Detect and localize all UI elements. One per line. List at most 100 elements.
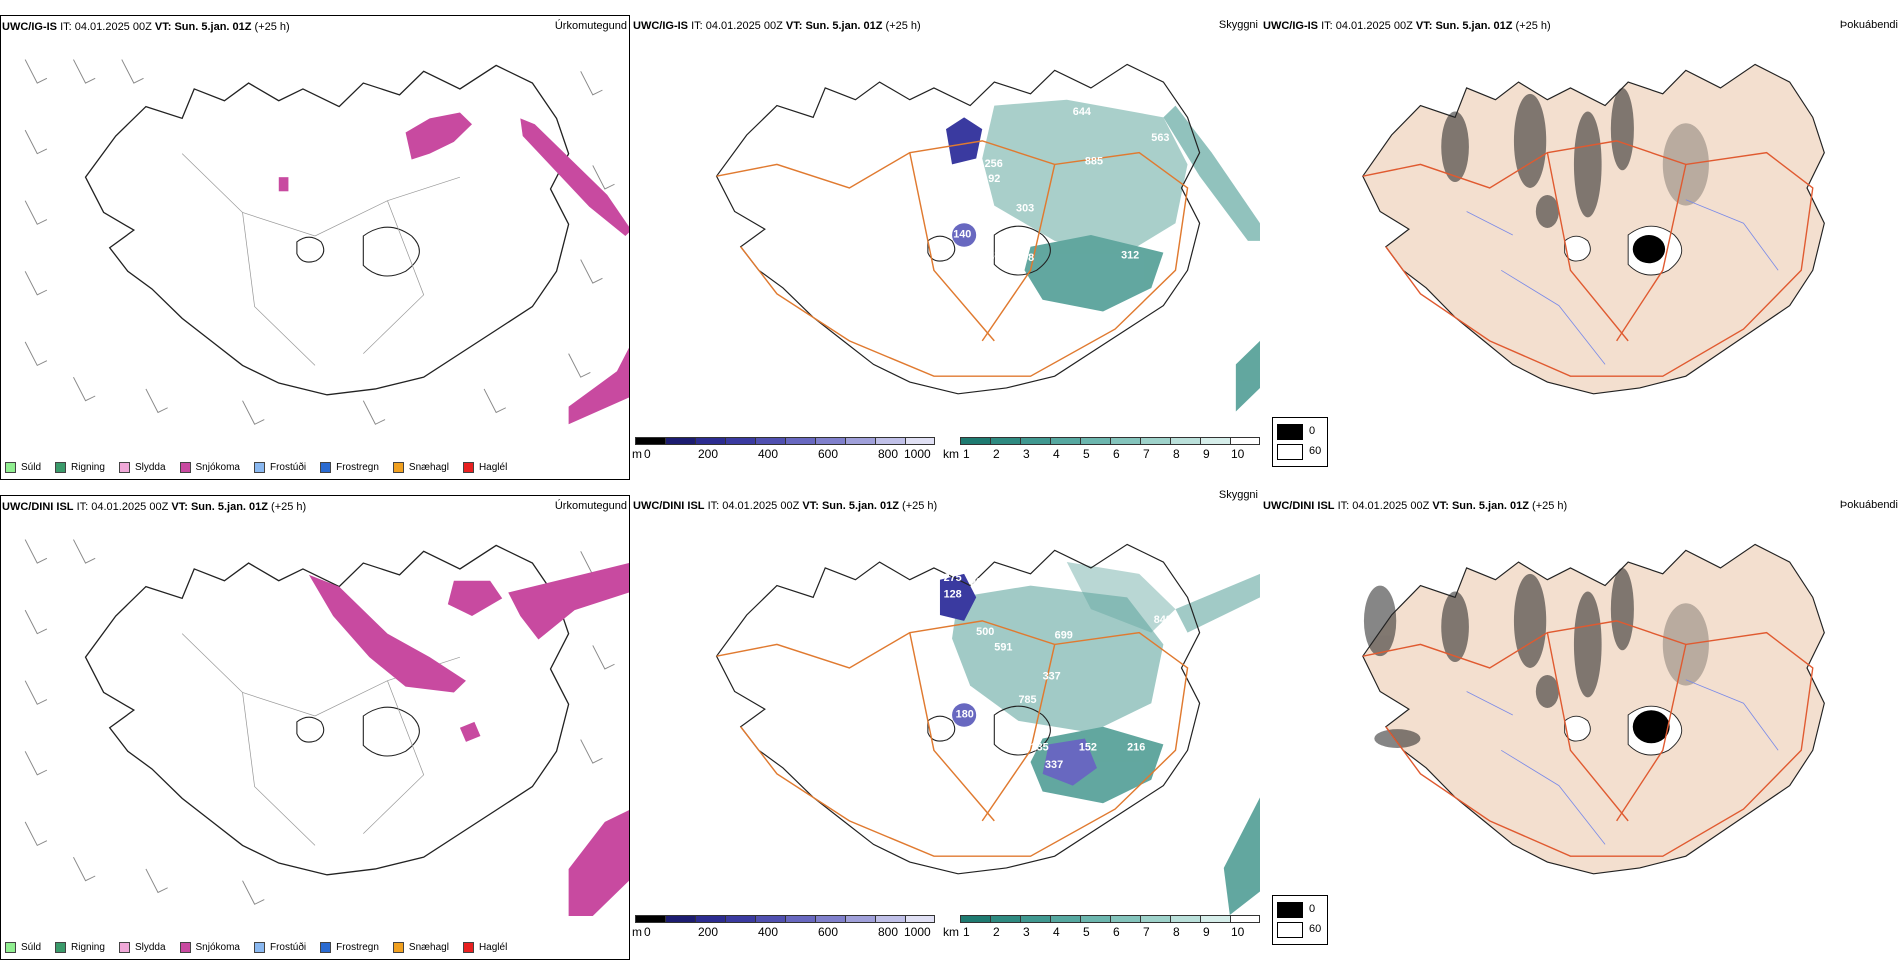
fog-panel-1: UWC/IG-IS IT: 04.01.2025 00Z VT: Sun. 5.… [1262, 15, 1900, 480]
vis-value: 152 [1079, 741, 1097, 753]
vt-label: VT: [802, 500, 819, 512]
vt-value: Sun. 5.jan. 01Z [1435, 20, 1513, 32]
fog-key-min: 0 [1309, 425, 1316, 437]
tick: 3 [1023, 925, 1030, 939]
lead-time: (+25 h) [271, 501, 307, 513]
model-name: UWC/DINI ISL [633, 500, 705, 512]
swatch [462, 462, 474, 473]
vt-label: VT: [1415, 20, 1433, 32]
panel-header: UWC/IG-IS IT: 04.01.2025 00Z VT: Sun. 5.… [2, 20, 290, 34]
fog-map [1362, 543, 1825, 875]
roads [716, 620, 1189, 857]
vis-value: 140 [953, 228, 971, 240]
precip-type-panel-2: UWC/DINI ISL IT: 04.01.2025 00Z VT: Sun.… [0, 495, 630, 960]
fog-key-white [1277, 922, 1303, 938]
tick: 10 [1231, 925, 1245, 939]
legend-label: Frostregn [336, 462, 379, 473]
panel-header: UWC/IG-IS IT: 04.01.2025 00Z VT: Sun. 5.… [633, 19, 921, 33]
vis-value: 186 [988, 250, 1006, 262]
vis-value: 885 [1085, 156, 1103, 168]
vt-value: Sun. 5.jan. 01Z [805, 20, 883, 32]
visibility-colorbar-1 [960, 437, 1260, 445]
legend-item: Snjókoma [179, 942, 240, 953]
fog-key-max: 60 [1309, 445, 1322, 457]
lead-time: (+25 h) [254, 21, 290, 33]
lead-time: (+25 h) [1532, 500, 1568, 512]
tick: 4 [1053, 447, 1060, 461]
vis-value: 644 [1073, 106, 1091, 118]
vis-value: 216 [1127, 741, 1145, 753]
it-value: 04.01.2025 00Z [705, 20, 783, 32]
legend-label: Frostúði [269, 462, 307, 473]
tick: 400 [758, 447, 779, 461]
legend-item: Súld [5, 942, 41, 953]
panel-title: Úrkomutegund [554, 20, 627, 32]
swatch [320, 462, 332, 473]
tick: 5 [1083, 925, 1090, 939]
legend-item: Rigning [55, 462, 105, 473]
panel-header: UWC/DINI ISL IT: 04.01.2025 00Z VT: Sun.… [633, 499, 937, 513]
swatch [5, 462, 16, 473]
tick: 2 [993, 925, 1000, 939]
legend-label: Rigning [71, 942, 105, 953]
swatch [118, 462, 130, 473]
it-value: 04.01.2025 00Z [91, 501, 169, 513]
visibility-map: 644 885 128 256 192 303 149 140 186 308 … [715, 63, 1260, 412]
tick: 1000 [904, 447, 931, 461]
snow-areas [308, 563, 629, 916]
visibility-panel-2: UWC/DINI ISL IT: 04.01.2025 00Z VT: Sun.… [632, 489, 1328, 960]
vis-value: 135 [1031, 741, 1049, 753]
legend-label: Haglél [478, 462, 508, 473]
precip-legend: Súld Rigning Slydda Snjókoma Frostúði Fr… [5, 942, 507, 953]
vt-label: VT: [171, 501, 188, 513]
fog-key-min: 0 [1309, 903, 1316, 915]
vis-value: 275 [944, 572, 962, 584]
precip-map [24, 539, 629, 916]
ceiling-ticks-2: m 0 200 400 600 800 1000 [632, 925, 942, 939]
fog-key-black [1277, 902, 1303, 918]
tick: 0 [644, 447, 651, 461]
lead-time: (+25 h) [1515, 20, 1551, 32]
legend-label: Snæhagl [408, 462, 449, 473]
tick: 8 [1173, 925, 1180, 939]
tick: 7 [1143, 925, 1150, 939]
vis-unit: km [943, 447, 959, 461]
it-value: 04.01.2025 00Z [74, 21, 152, 33]
precip-map [24, 59, 629, 425]
precip-type-panel-1: UWC/IG-IS IT: 04.01.2025 00Z VT: Sun. 5.… [0, 15, 630, 480]
visibility-ticks-2: km 1 2 3 4 5 6 7 8 9 10 [943, 925, 1263, 939]
vt-label: VT: [1432, 500, 1449, 512]
legend-item: Súld [5, 462, 41, 473]
tick: 9 [1203, 447, 1210, 461]
it-value: 04.01.2025 00Z [722, 500, 800, 512]
fog-key-max: 60 [1309, 923, 1322, 935]
tick: 3 [1023, 447, 1030, 461]
tick: 10 [1231, 447, 1245, 461]
tick: 4 [1053, 925, 1060, 939]
tick: 1 [963, 447, 970, 461]
tick: 6 [1113, 447, 1120, 461]
legend-item: Rigning [55, 942, 105, 953]
vt-value: Sun. 5.jan. 01Z [174, 21, 252, 33]
tick: 2 [993, 447, 1000, 461]
vis-value: 591 [994, 641, 1012, 653]
vis-value: 290 [970, 577, 988, 589]
visibility-ticks-1: km 1 2 3 4 5 6 7 8 9 10 [943, 447, 1263, 461]
tick: 400 [758, 925, 779, 939]
visibility-colorbar-2 [960, 915, 1260, 923]
vis-value: 337 [1043, 671, 1061, 683]
legend-item: Snæhagl [392, 942, 449, 953]
tick: 200 [698, 447, 719, 461]
legend-label: Snjókoma [195, 462, 240, 473]
vis-value: 149 [988, 214, 1006, 226]
legend-label: Slydda [134, 942, 166, 953]
it-label: IT: [1337, 500, 1350, 512]
roads [1362, 140, 1814, 377]
tick: 600 [818, 925, 839, 939]
vis-unit: km [943, 925, 959, 939]
legend-label: Slydda [134, 462, 166, 473]
ceiling-unit: m [632, 925, 642, 939]
model-name: UWC/DINI ISL [2, 501, 74, 513]
vis-value: 303 [1016, 203, 1034, 215]
ceiling-ticks-1: m 0 200 400 600 800 1000 [632, 447, 942, 461]
